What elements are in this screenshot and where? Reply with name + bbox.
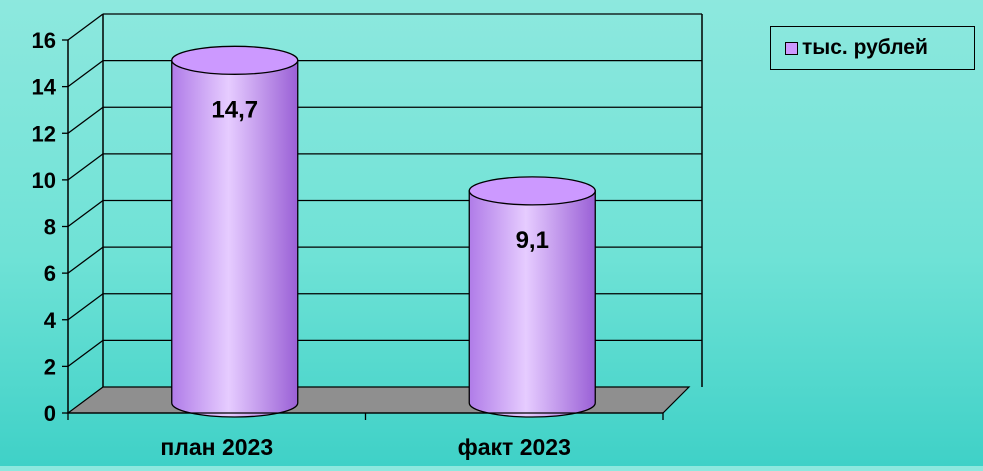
bar-body (468, 190, 596, 418)
y-tick-label: 6 (44, 261, 56, 286)
bar (468, 176, 596, 418)
y-tick-label: 10 (32, 168, 56, 193)
x-tick-label: факт 2023 (458, 434, 571, 460)
y-tick-label: 2 (44, 354, 56, 379)
bar-top (468, 176, 596, 206)
labels: 0 2 4 6 8 10 12 14 16 14,7 план 2023 9,1 факт 2023 (32, 28, 664, 460)
data-label: 14,7 (211, 96, 258, 123)
y-tick-label: 12 (32, 121, 56, 146)
gridline-side (67, 106, 104, 134)
y-tick-label: 4 (44, 308, 57, 333)
bars (171, 45, 596, 418)
gridline-side (67, 13, 104, 41)
legend-swatch (785, 41, 798, 55)
y-tick-label: 8 (44, 215, 56, 240)
gridline-side (67, 246, 104, 274)
y-tick-label: 14 (32, 75, 57, 100)
legend: тыс. рублей (770, 26, 975, 70)
legend-label: тыс. рублей (802, 36, 928, 59)
gridline-side (67, 293, 104, 321)
gridline-side (67, 199, 104, 228)
gridline-side (67, 60, 104, 88)
y-tick-label: 0 (44, 401, 56, 426)
bar (171, 45, 299, 418)
data-label: 9,1 (516, 227, 549, 254)
bar-body (171, 59, 299, 418)
bar-top (171, 45, 299, 75)
gridlines (62, 13, 703, 414)
gridline-side (67, 153, 104, 181)
gridline-side (67, 339, 104, 367)
x-tick-label: план 2023 (160, 434, 273, 460)
y-tick-label: 16 (32, 28, 56, 53)
